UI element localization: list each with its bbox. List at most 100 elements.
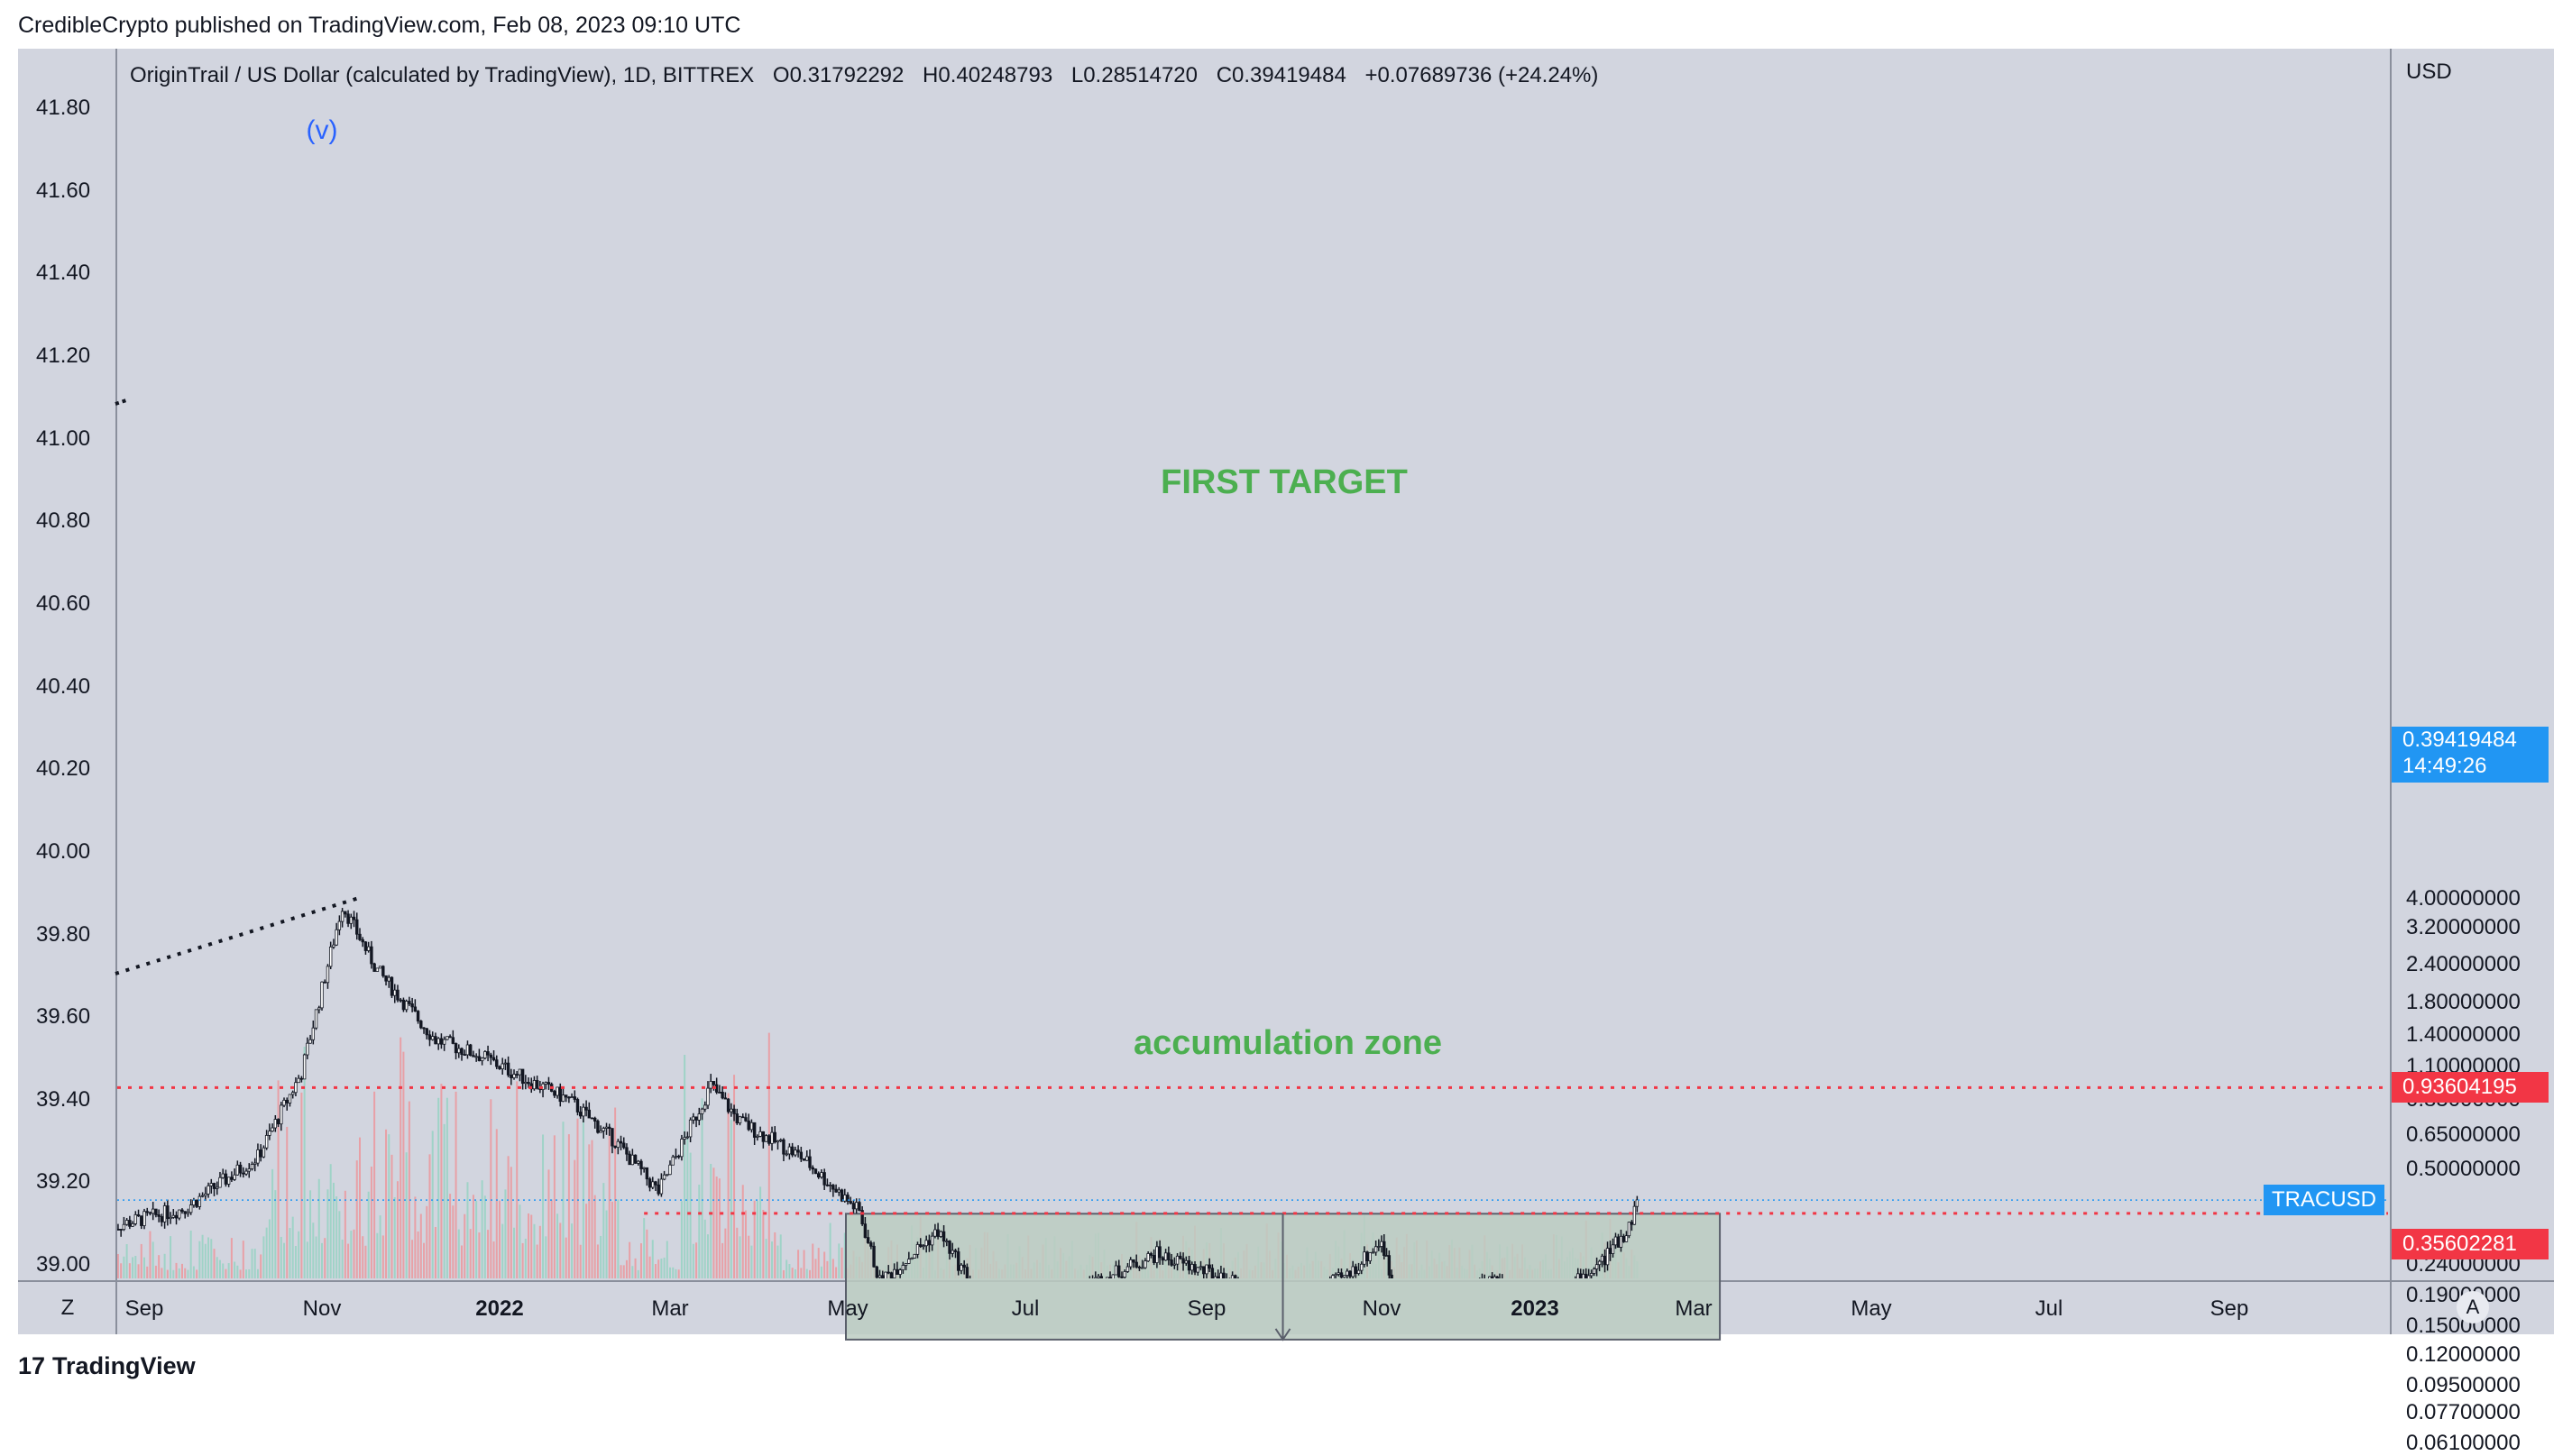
time-axis-tick: 2023 <box>1511 1296 1559 1321</box>
candle-body <box>491 1057 496 1061</box>
candle-body <box>1205 1264 1208 1275</box>
candle-body <box>1373 1246 1378 1253</box>
wave-v-label[interactable]: (v) <box>306 115 338 145</box>
candle-body <box>744 1117 748 1122</box>
first-target-annotation[interactable]: FIRST TARGET <box>1161 463 1408 501</box>
candle-body <box>1488 1276 1492 1278</box>
candle-body <box>1163 1252 1168 1261</box>
symbol-legend[interactable]: OriginTrail / US Dollar (calculated by T… <box>130 63 1598 88</box>
candle-body <box>178 1209 181 1219</box>
volume-bar <box>710 1163 712 1278</box>
auto-scale-button[interactable]: A <box>2457 1291 2489 1323</box>
candle-body <box>553 1091 556 1096</box>
volume-bar <box>721 1242 724 1278</box>
trendline-stub[interactable] <box>115 398 127 406</box>
candle-body <box>933 1229 937 1237</box>
volume-bar <box>639 1243 642 1278</box>
candle-body <box>910 1258 914 1260</box>
volume-bar <box>692 1243 694 1278</box>
volume-bar <box>663 1257 666 1278</box>
candle-body <box>666 1174 669 1177</box>
trendline-dotted[interactable] <box>115 896 360 975</box>
candle-body <box>1161 1257 1165 1261</box>
volume-bar <box>562 1122 565 1278</box>
volume-bar <box>242 1241 244 1278</box>
volume-bar <box>524 1238 527 1278</box>
candle-body <box>948 1241 951 1254</box>
candle-body <box>288 1094 292 1103</box>
volume-bar <box>507 1156 510 1278</box>
left-axis-tick: 41.00 <box>36 426 91 451</box>
candle-body <box>1339 1272 1344 1278</box>
candle-body <box>518 1068 522 1076</box>
candle-body <box>1387 1255 1392 1276</box>
candle-body <box>372 963 376 972</box>
volume-bar <box>452 1205 455 1278</box>
current-price-tag: 0.39419484 14:49:26 <box>2392 727 2549 783</box>
candle-body <box>582 1106 585 1117</box>
candle-body <box>619 1140 623 1144</box>
time-axis-tick: Nov <box>302 1296 342 1321</box>
candle-body <box>590 1117 594 1120</box>
candle-body <box>662 1174 666 1180</box>
volume-bar <box>472 1195 474 1278</box>
candle-body <box>1202 1266 1206 1275</box>
left-axis-tick: 40.80 <box>36 508 91 533</box>
candle-body <box>154 1208 158 1215</box>
candle-body <box>709 1081 712 1089</box>
candle-body <box>1149 1253 1153 1256</box>
volume-bar <box>634 1258 637 1278</box>
candle-body <box>843 1195 847 1202</box>
candle-body <box>282 1099 286 1106</box>
volume-bar <box>501 1223 504 1278</box>
candle-body <box>183 1211 187 1214</box>
volume-bar <box>344 1190 346 1278</box>
candle-body <box>584 1106 588 1111</box>
volume-bar <box>268 1219 271 1278</box>
volume-bar <box>651 1240 654 1278</box>
candle-body <box>758 1131 762 1137</box>
left-price-axis[interactable] <box>18 49 117 1334</box>
zoom-reset-button[interactable]: Z <box>60 1296 75 1320</box>
candle-body <box>547 1082 551 1085</box>
volume-bar <box>298 1231 300 1278</box>
candle-body <box>782 1139 785 1155</box>
time-axis-tick: Jul <box>1011 1296 1040 1321</box>
right-price-axis[interactable] <box>2390 49 2556 1334</box>
bar-countdown: 14:49:26 <box>2402 754 2487 778</box>
volume-bar <box>492 1241 495 1278</box>
volume-bar <box>591 1140 593 1278</box>
volume-bar <box>805 1268 808 1278</box>
candle-body <box>408 1001 411 1004</box>
candle-body <box>651 1181 655 1188</box>
volume-bar <box>455 1091 457 1278</box>
volume-bar <box>396 1181 399 1278</box>
candle-body <box>495 1059 499 1067</box>
left-axis-tick: 41.60 <box>36 179 91 203</box>
volume-bar <box>593 1195 596 1278</box>
volume-bar <box>230 1238 233 1278</box>
candle-body <box>866 1237 870 1243</box>
volume-bar <box>210 1239 213 1278</box>
candle-body <box>311 1027 316 1040</box>
tradingview-footer[interactable]: 17 TradingView <box>18 1352 196 1380</box>
volume-bar <box>184 1268 187 1278</box>
candle-body <box>224 1173 228 1185</box>
candle-body <box>957 1251 960 1271</box>
candle-body <box>858 1202 861 1211</box>
volume-bar <box>536 1244 538 1278</box>
right-axis-tick: 0.65000000 <box>2406 1122 2521 1147</box>
candle-body <box>276 1119 280 1125</box>
volume-bar <box>315 1236 317 1278</box>
volume-bar <box>225 1268 227 1278</box>
candle-body <box>564 1094 568 1098</box>
candle-body <box>1495 1276 1499 1278</box>
candle-body <box>913 1253 916 1259</box>
accumulation-zone-annotation[interactable]: accumulation zone <box>1133 1024 1443 1062</box>
candle-body <box>145 1211 149 1213</box>
candle-body <box>323 981 326 984</box>
candle-body <box>431 1036 435 1040</box>
candle-body <box>1170 1259 1173 1266</box>
volume-bar <box>216 1257 218 1278</box>
candle-body <box>212 1183 216 1189</box>
